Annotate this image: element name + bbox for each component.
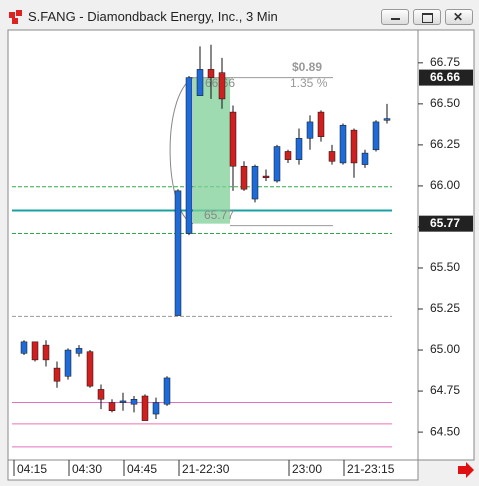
x-tick-label: 04:30 (72, 462, 102, 476)
x-tick-label: 04:15 (17, 462, 47, 476)
candle-body (229, 111, 237, 167)
measure-change: $0.89 (292, 60, 322, 74)
app-icon (9, 10, 22, 24)
candle-body (207, 69, 215, 78)
candle-body (53, 367, 61, 382)
candle-body (196, 69, 204, 96)
candle-body (75, 348, 83, 354)
minimize-button[interactable] (381, 9, 409, 25)
x-tick-label: 04:45 (127, 462, 157, 476)
price-marker-box (419, 69, 473, 86)
candle-body (152, 402, 160, 415)
candle-body (141, 395, 149, 421)
x-tick-label: 21-23:15 (347, 462, 395, 476)
candle-body (31, 341, 39, 361)
candle-body (119, 400, 127, 403)
candle-body (108, 402, 116, 412)
scroll-arrow[interactable] (458, 462, 474, 478)
candle-body (350, 129, 358, 164)
candle-body (185, 77, 193, 234)
candle-body (295, 138, 303, 160)
candle-body (284, 151, 292, 160)
x-tick-label: 21-22:30 (182, 462, 230, 476)
y-tick-label: 65.50 (430, 260, 460, 274)
close-button[interactable]: ✕ (445, 9, 473, 25)
candle-body (20, 341, 28, 354)
candle-body (262, 175, 270, 178)
maximize-button[interactable] (413, 9, 441, 25)
title-bar: S.FANG - Diamondback Energy, Inc., 3 Min… (0, 0, 479, 30)
price-marker-box (419, 215, 473, 232)
price-marker-label: 66.66 (430, 70, 460, 84)
candle-body (218, 72, 226, 100)
candle-body (251, 165, 259, 200)
candle-body (339, 124, 347, 164)
price-axis (417, 29, 475, 461)
candle-body (328, 151, 336, 162)
candle-body (42, 344, 50, 361)
candle-body (306, 121, 314, 139)
measure-curve (169, 77, 194, 225)
y-tick-label: 66.25 (430, 137, 460, 151)
candle-body (174, 190, 182, 316)
candle-body (361, 152, 369, 165)
window-title: S.FANG - Diamondback Energy, Inc., 3 Min (28, 9, 278, 24)
measure-from: 65.77 (204, 208, 234, 222)
candle-body (273, 146, 281, 182)
price-marker-label: 65.77 (430, 216, 460, 230)
candle-body (97, 389, 105, 400)
y-tick-label: 65.00 (430, 342, 460, 356)
candle-body (317, 111, 325, 137)
candle-body (240, 165, 248, 190)
y-tick-label: 65.25 (430, 301, 460, 315)
measure-percent: 1.35 % (290, 76, 328, 90)
y-tick-label: 66.75 (430, 55, 460, 69)
candle-body (86, 351, 94, 387)
measure-box (193, 77, 230, 224)
candle-body (383, 118, 391, 121)
candle-body (372, 121, 380, 151)
y-tick-label: 64.75 (430, 383, 460, 397)
y-tick-label: 66.50 (430, 96, 460, 110)
candle-body (163, 377, 171, 405)
y-tick-label: 66.00 (430, 178, 460, 192)
time-axis (7, 459, 419, 481)
x-tick-label: 23:00 (292, 462, 322, 476)
candle-body (130, 399, 138, 405)
candle-body (64, 349, 72, 377)
y-tick-label: 64.50 (430, 424, 460, 438)
